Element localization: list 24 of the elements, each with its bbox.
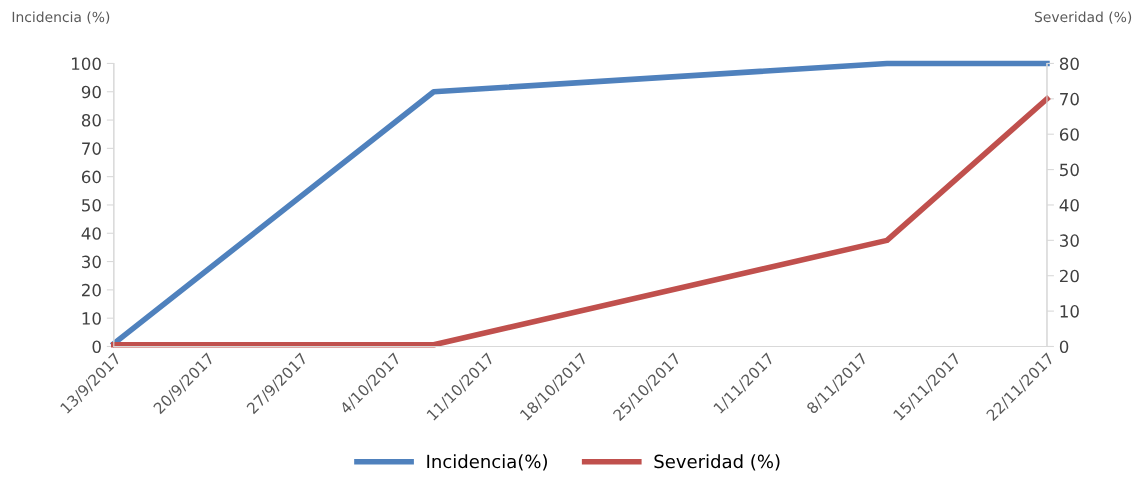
y2-tick-label: 30 xyxy=(1060,234,1079,247)
y2-tick-label: 80 xyxy=(1059,57,1079,71)
y-axis-title: Incidencia (%) xyxy=(12,11,110,24)
y2-tick-label: 10 xyxy=(1060,305,1079,318)
y2-tick-label: 20 xyxy=(1059,269,1079,283)
y-tick-label: 40 xyxy=(81,227,101,240)
y-tick-label: 50 xyxy=(82,198,101,212)
y-tick-label: 10 xyxy=(82,312,101,325)
y-tick-label: 30 xyxy=(82,255,101,269)
y-tick-label: 100 xyxy=(72,57,101,71)
y2-tick-label: 0 xyxy=(1059,340,1069,354)
legend-label: Severidad (%) xyxy=(654,454,780,471)
legend-label: Incidencia(%) xyxy=(427,454,547,471)
y2-tick-label: 40 xyxy=(1059,198,1079,212)
y-tick-label: 70 xyxy=(82,142,101,155)
y2-axis-title: Severidad (%) xyxy=(1034,11,1132,24)
y2-tick-label: 50 xyxy=(1060,163,1079,177)
y-tick-label: 20 xyxy=(82,283,101,297)
y2-tick-label: 70 xyxy=(1060,92,1079,106)
y-tick-label: 0 xyxy=(92,340,101,354)
y-tick-label: 90 xyxy=(81,85,101,99)
y2-tick-label: 60 xyxy=(1059,128,1079,141)
y-tick-label: 60 xyxy=(81,170,101,184)
y-tick-label: 80 xyxy=(81,114,101,127)
